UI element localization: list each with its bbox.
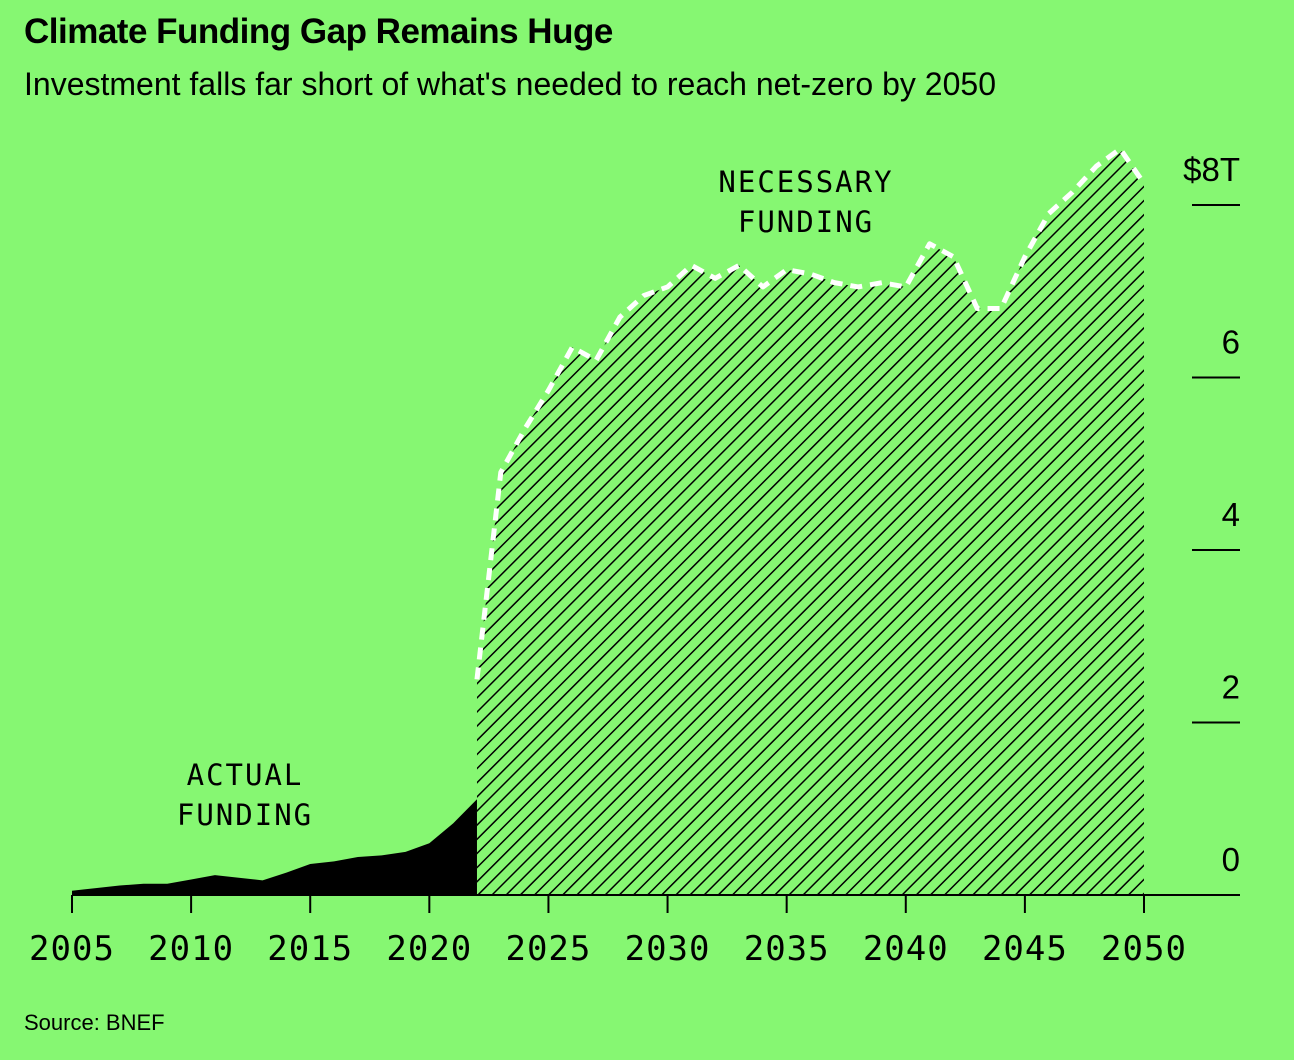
- x-tick-label: 2015: [267, 929, 353, 969]
- x-tick-label: 2025: [505, 929, 591, 969]
- y-tick-label: 6: [1222, 324, 1240, 361]
- actual-funding-label: ACTUAL: [187, 758, 304, 792]
- y-tick-label: 2: [1222, 669, 1240, 706]
- x-tick-label: 2035: [744, 929, 830, 969]
- necessary-funding-line: [474, 146, 1147, 680]
- chart-subtitle: Investment falls far short of what's nee…: [24, 66, 996, 102]
- x-tick-label: 2045: [982, 929, 1068, 969]
- x-tick-label: 2030: [625, 929, 711, 969]
- x-tick-label: 2005: [29, 929, 115, 969]
- source-note: Source: BNEF: [24, 1010, 165, 1035]
- x-tick-label: 2020: [386, 929, 472, 969]
- x-tick-label: 2010: [148, 929, 234, 969]
- x-tick-label: 2040: [863, 929, 949, 969]
- actual-funding-area: [72, 799, 477, 895]
- actual-funding-label: FUNDING: [177, 798, 313, 832]
- necessary-funding-area: [476, 148, 1144, 895]
- chart-title: Climate Funding Gap Remains Huge: [24, 12, 613, 51]
- necessary-funding-label: NECESSARY: [718, 165, 893, 199]
- y-tick-label: 4: [1222, 496, 1240, 533]
- y-tick-label: 0: [1222, 841, 1240, 878]
- necessary-funding-label: FUNDING: [738, 205, 874, 239]
- x-tick-label: 2050: [1101, 929, 1187, 969]
- y-tick-label: $8T: [1183, 151, 1240, 188]
